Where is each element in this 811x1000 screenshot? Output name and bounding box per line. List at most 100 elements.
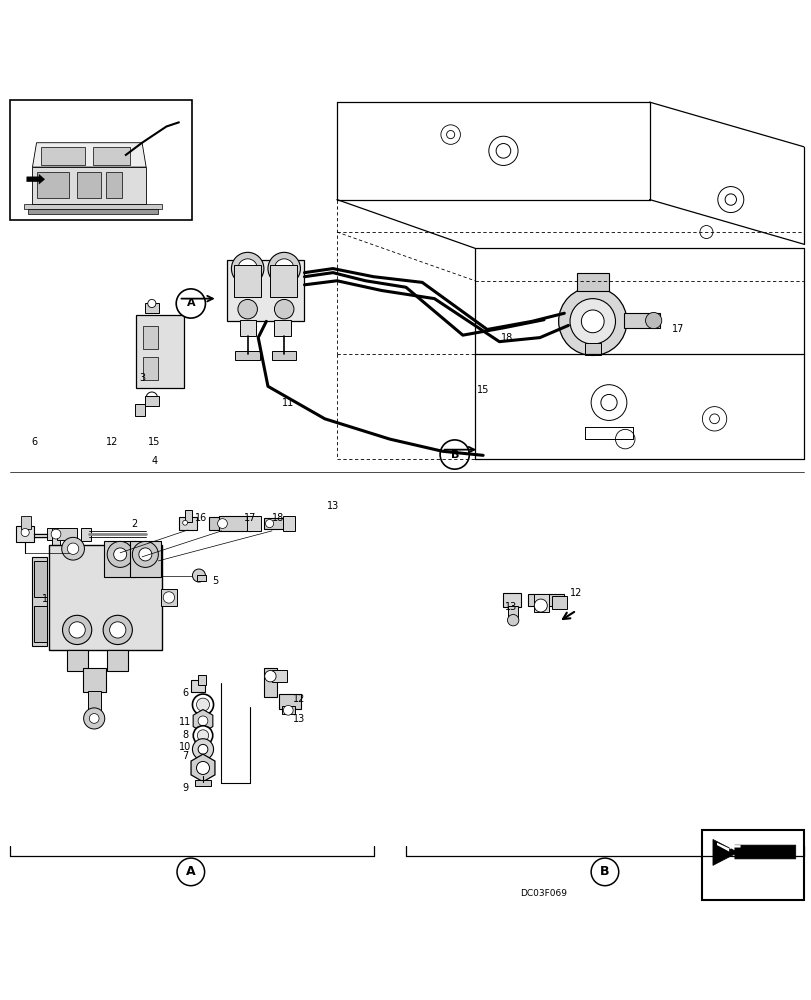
Text: 7: 7	[182, 751, 188, 761]
Bar	[143, 326, 157, 349]
Text: 17: 17	[671, 324, 684, 334]
Circle shape	[446, 131, 454, 139]
Bar	[21, 516, 31, 529]
Bar	[47, 528, 57, 540]
Text: 12: 12	[105, 437, 118, 447]
Bar	[508, 606, 517, 619]
Polygon shape	[716, 843, 740, 852]
Text: A: A	[186, 865, 195, 878]
Bar	[135, 404, 144, 416]
Bar	[107, 650, 128, 671]
Bar	[34, 561, 47, 597]
Text: B: B	[599, 865, 609, 878]
Bar	[576, 273, 608, 291]
Circle shape	[699, 226, 712, 239]
Circle shape	[496, 144, 510, 158]
Circle shape	[569, 299, 615, 344]
Polygon shape	[27, 174, 45, 184]
Text: 13: 13	[504, 602, 517, 612]
Text: 13: 13	[292, 714, 305, 724]
Bar	[702, 830, 803, 900]
Circle shape	[197, 730, 208, 741]
Bar	[282, 516, 294, 531]
Circle shape	[217, 519, 227, 528]
Bar	[136, 315, 183, 388]
Circle shape	[724, 194, 736, 205]
Bar	[191, 680, 205, 692]
Circle shape	[581, 310, 603, 333]
Circle shape	[709, 414, 719, 424]
Circle shape	[51, 529, 61, 539]
Text: A: A	[187, 298, 195, 308]
Text: 5: 5	[212, 576, 218, 586]
Text: 15: 15	[148, 437, 161, 447]
Bar	[88, 691, 101, 711]
Bar	[278, 694, 301, 709]
Text: 18: 18	[500, 333, 513, 343]
Bar	[57, 528, 77, 540]
Polygon shape	[28, 209, 158, 214]
Polygon shape	[32, 557, 47, 646]
Circle shape	[488, 136, 517, 165]
Circle shape	[62, 537, 84, 560]
Circle shape	[440, 125, 460, 144]
Circle shape	[231, 252, 264, 285]
Bar	[144, 303, 159, 313]
Text: 12: 12	[292, 694, 305, 704]
Circle shape	[590, 858, 618, 886]
Circle shape	[238, 299, 257, 319]
Text: 18: 18	[271, 513, 284, 523]
Circle shape	[534, 599, 547, 612]
Text: 9: 9	[182, 783, 188, 793]
Bar	[161, 589, 177, 606]
Circle shape	[139, 548, 152, 561]
Circle shape	[132, 541, 158, 567]
Circle shape	[198, 716, 208, 726]
Bar	[185, 510, 192, 522]
Bar	[10, 100, 192, 220]
Circle shape	[182, 520, 187, 525]
Bar	[49, 545, 162, 650]
Circle shape	[590, 385, 626, 420]
Text: 10: 10	[178, 742, 191, 752]
Text: 17: 17	[243, 513, 256, 523]
Text: 15: 15	[476, 385, 489, 395]
Circle shape	[84, 708, 105, 729]
Circle shape	[192, 739, 213, 760]
Circle shape	[103, 615, 132, 645]
Bar	[83, 668, 105, 692]
Bar	[178, 517, 196, 530]
Polygon shape	[32, 143, 146, 167]
Bar	[534, 594, 548, 612]
Bar	[67, 650, 88, 671]
Bar	[77, 172, 101, 198]
Circle shape	[193, 726, 212, 745]
Circle shape	[645, 312, 661, 329]
Bar	[247, 516, 261, 531]
Circle shape	[146, 392, 157, 403]
Bar	[198, 675, 206, 685]
Circle shape	[192, 569, 205, 582]
Bar	[105, 172, 122, 198]
Circle shape	[702, 407, 726, 431]
Text: 6: 6	[31, 437, 37, 447]
Circle shape	[717, 187, 743, 213]
Circle shape	[21, 528, 29, 537]
Bar	[143, 357, 157, 380]
Circle shape	[274, 259, 294, 278]
Bar	[34, 606, 47, 642]
Bar	[272, 351, 296, 360]
Bar	[196, 575, 206, 581]
Bar	[270, 265, 297, 297]
Bar	[209, 517, 221, 530]
Circle shape	[283, 705, 293, 715]
Bar	[144, 396, 159, 406]
Circle shape	[176, 289, 205, 318]
Circle shape	[198, 744, 208, 754]
Text: B: B	[450, 450, 458, 460]
Text: 13: 13	[326, 501, 339, 511]
Bar	[551, 596, 566, 609]
Circle shape	[89, 714, 99, 723]
Circle shape	[67, 543, 79, 554]
Circle shape	[196, 761, 209, 774]
